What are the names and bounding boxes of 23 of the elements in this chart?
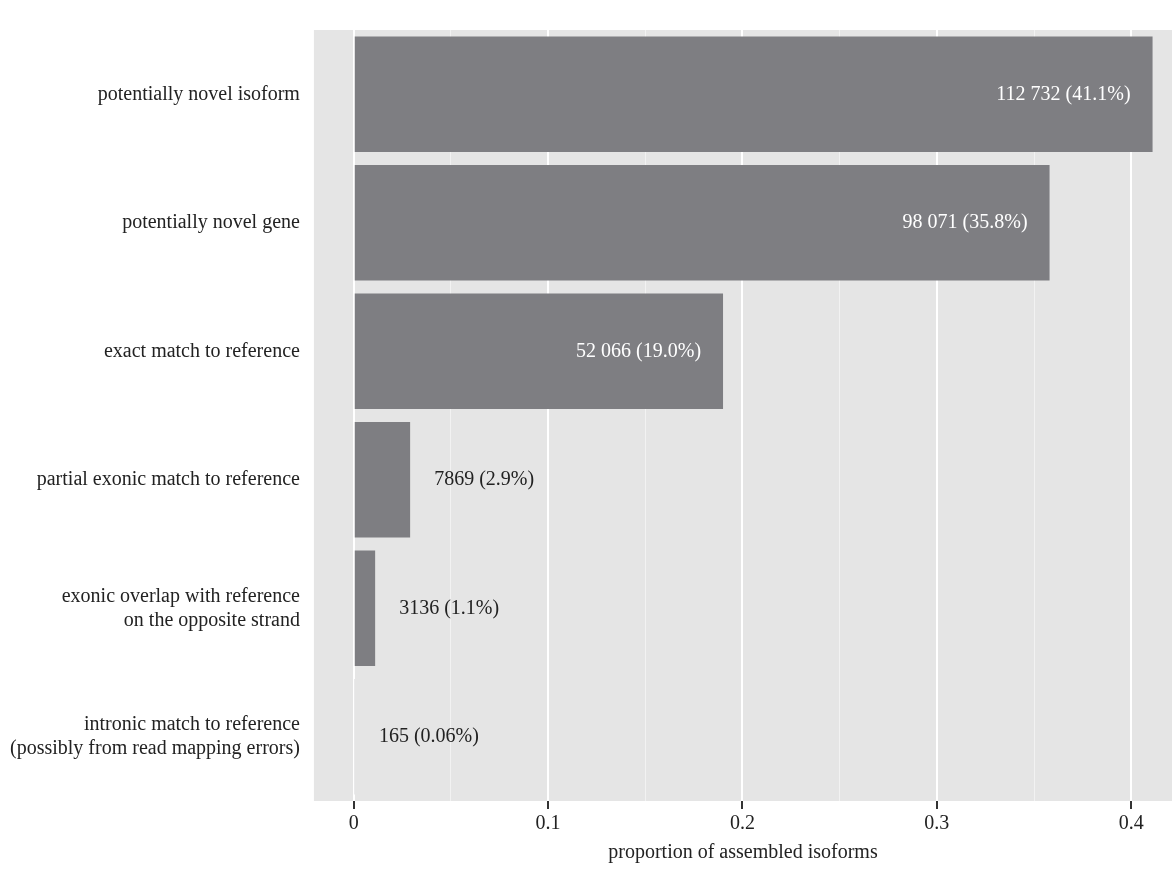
x-axis-title: proportion of assembled isoforms — [608, 840, 878, 864]
bar — [354, 36, 1153, 153]
y-tick-label: intronic match to reference (possibly from read mapping errors) — [10, 712, 301, 759]
data-label: 52 066 (19.0%) — [576, 338, 702, 362]
bar — [354, 421, 411, 538]
x-tick-label: 0.2 — [729, 811, 755, 834]
data-label: 112 732 (41.1%) — [996, 81, 1131, 105]
y-tick-label: potentially novel gene — [122, 210, 301, 233]
x-tick-label: 0.4 — [1118, 811, 1144, 834]
y-tick-label: potentially novel isoform — [97, 81, 301, 105]
data-label: 7869 (2.9%) — [434, 467, 535, 490]
x-tick-label: 0.1 — [535, 811, 561, 834]
data-label: 165 (0.06%) — [378, 724, 479, 747]
data-label: 98 071 (35.8%) — [902, 210, 1028, 233]
bar — [354, 293, 724, 410]
y-tick-label: partial exonic match to reference — [36, 467, 301, 490]
bar — [354, 164, 1050, 281]
y-tick-label: exonic overlap with reference on the opposite strand — [61, 583, 301, 631]
x-tick-label: 0.3 — [924, 811, 950, 834]
bar — [354, 550, 376, 667]
data-label: 3136 (1.1%) — [399, 595, 500, 619]
x-tick-label: 0 — [348, 811, 359, 834]
y-tick-label: exact match to reference — [103, 338, 301, 361]
